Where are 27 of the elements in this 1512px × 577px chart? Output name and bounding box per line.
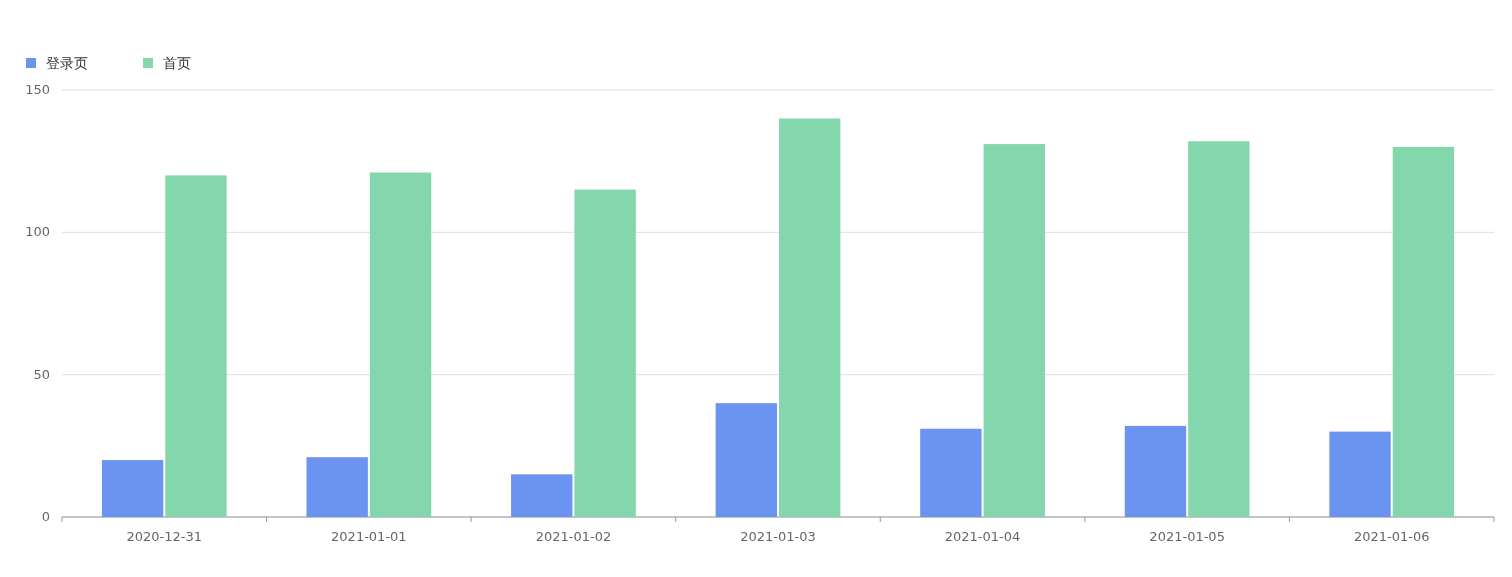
bar bbox=[983, 144, 1045, 517]
bar bbox=[165, 175, 227, 517]
x-tick-label: 2021-01-04 bbox=[944, 529, 1021, 544]
bar bbox=[1392, 146, 1455, 517]
x-tick-label: 2020-12-31 bbox=[126, 529, 203, 544]
bar bbox=[101, 460, 164, 517]
x-tick-label: 2021-01-02 bbox=[535, 529, 612, 544]
bar bbox=[1188, 141, 1250, 517]
bar bbox=[1124, 425, 1187, 517]
bar bbox=[574, 189, 636, 517]
y-tick-label: 0 bbox=[41, 509, 50, 524]
bar bbox=[715, 403, 777, 517]
x-tick-label: 2021-01-03 bbox=[740, 529, 816, 544]
bar bbox=[1329, 431, 1391, 517]
y-tick-label: 150 bbox=[25, 82, 50, 97]
y-tick-label: 100 bbox=[25, 224, 50, 240]
bar bbox=[920, 428, 982, 517]
legend-label: 登录页 bbox=[46, 55, 88, 71]
bar bbox=[306, 457, 368, 517]
bar bbox=[511, 474, 573, 517]
x-tick-label: 2021-01-06 bbox=[1353, 529, 1430, 544]
bar bbox=[369, 172, 432, 517]
legend-label: 首页 bbox=[163, 55, 191, 71]
x-tick-label: 2021-01-01 bbox=[331, 529, 407, 544]
bar bbox=[779, 118, 841, 517]
x-tick-label: 2021-01-05 bbox=[1149, 529, 1225, 544]
y-tick-label: 50 bbox=[33, 366, 50, 382]
